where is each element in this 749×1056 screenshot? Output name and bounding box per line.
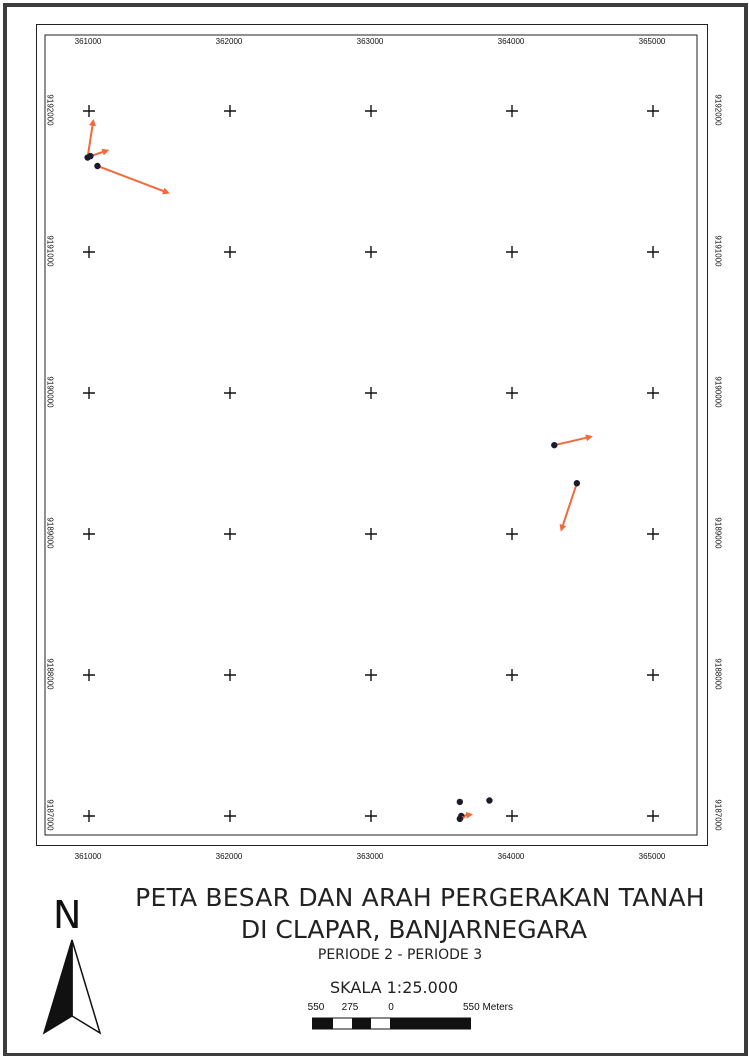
scale-bar (312, 1017, 471, 1030)
grid-cross (365, 669, 377, 681)
monitoring-point (456, 798, 464, 806)
grid-cross (506, 246, 518, 258)
monitoring-point (573, 480, 581, 487)
grid-cross (83, 105, 95, 117)
map-frame (36, 24, 708, 846)
scale-label-550-meters: 550 Meters (462, 1002, 514, 1013)
grid-cross (83, 810, 95, 822)
grid-cross (506, 105, 518, 117)
north-arrow-icon (42, 939, 102, 1035)
graticule-crosses (83, 105, 659, 822)
map-title-line-1: PETA BESAR DAN ARAH PERGERAKAN TANAH (135, 883, 705, 912)
grid-cross (365, 528, 377, 540)
grid-cross (647, 105, 659, 117)
grid-cross (224, 387, 236, 399)
y-tick-label-left: 9190000 (45, 376, 55, 408)
x-tick-label-top: 365000 (638, 37, 666, 46)
north-letter: N (53, 893, 82, 937)
monitoring-point (551, 441, 558, 449)
monitoring-point (94, 162, 101, 170)
grid-cross (365, 105, 377, 117)
grid-cross (647, 387, 659, 399)
grid-cross (647, 528, 659, 540)
grid-cross (224, 669, 236, 681)
x-tick-label-top: 361000 (74, 37, 102, 46)
monitoring-point (87, 152, 94, 160)
neatline (44, 34, 698, 836)
map-title-line-2: DI CLAPAR, BANJARNEGARA (240, 915, 588, 944)
scale-label-0: 0 (388, 1002, 394, 1013)
grid-cross (224, 105, 236, 117)
displacement-arrow (554, 434, 593, 447)
grid-cross (365, 810, 377, 822)
y-tick-label-right: 9191000 (713, 235, 723, 267)
x-tick-label-bottom: 364000 (497, 852, 525, 861)
monitoring-point (486, 797, 493, 804)
scale-label-550-left: 550 (307, 1002, 325, 1013)
map-subtitle-period: PERIODE 2 - PERIODE 3 (317, 947, 483, 963)
grid-cross (647, 669, 659, 681)
displacement-arrow (97, 165, 170, 195)
y-tick-label-right: 9192000 (713, 94, 723, 126)
grid-cross (224, 528, 236, 540)
x-tick-label-top: 364000 (497, 37, 525, 46)
monitoring-point (456, 815, 464, 823)
x-tick-label-bottom: 362000 (215, 852, 243, 861)
x-tick-label-bottom: 363000 (356, 852, 384, 861)
displacement-arrow (559, 482, 578, 532)
grid-cross (647, 246, 659, 258)
y-tick-label-left: 9187000 (45, 799, 55, 831)
grid-cross (83, 246, 95, 258)
y-tick-label-right: 9187000 (713, 799, 723, 831)
grid-cross (647, 810, 659, 822)
grid-cross (224, 810, 236, 822)
x-tick-label-top: 362000 (215, 37, 243, 46)
grid-cross (83, 528, 95, 540)
grid-cross (365, 246, 377, 258)
y-tick-label-left: 9188000 (45, 658, 55, 690)
x-tick-label-bottom: 361000 (74, 852, 102, 861)
grid-cross (506, 387, 518, 399)
map-canvas (44, 34, 698, 836)
y-tick-label-left: 9189000 (45, 517, 55, 549)
scale-text: SKALA 1:25.000 (330, 978, 459, 997)
x-tick-label-top: 363000 (356, 37, 384, 46)
y-tick-label-right: 9188000 (713, 658, 723, 690)
grid-cross (506, 810, 518, 822)
y-tick-label-left: 9191000 (45, 235, 55, 267)
displacement-arrow (86, 118, 96, 158)
y-tick-label-right: 9190000 (713, 376, 723, 408)
grid-cross (506, 669, 518, 681)
scale-label-275: 275 (341, 1002, 359, 1013)
y-tick-label-left: 9192000 (45, 94, 55, 126)
displacement-vectors (84, 118, 593, 823)
grid-cross (224, 246, 236, 258)
grid-cross (506, 528, 518, 540)
grid-cross (83, 669, 95, 681)
y-tick-label-right: 9189000 (713, 517, 723, 549)
grid-cross (365, 387, 377, 399)
grid-cross (83, 387, 95, 399)
x-tick-label-bottom: 365000 (638, 852, 666, 861)
